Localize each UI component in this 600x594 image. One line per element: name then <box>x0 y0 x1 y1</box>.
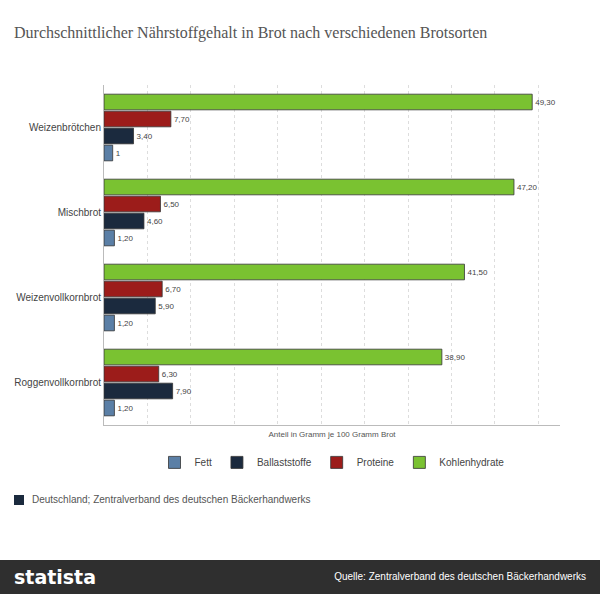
svg-text:Roggenvollkornbrot: Roggenvollkornbrot <box>14 377 101 388</box>
html-text:Quelle: Zentralverband des deu: Quelle: Zentralverband des deutschen Bäc… <box>334 571 586 582</box>
svg-text:4,60: 4,60 <box>147 217 163 226</box>
svg-text:Kohlenhydrate: Kohlenhydrate <box>439 457 504 468</box>
svg-text:1: 1 <box>116 149 121 158</box>
svg-text:Fett: Fett <box>195 457 212 468</box>
svg-text:Weizenbrötchen: Weizenbrötchen <box>29 122 101 133</box>
html-text:statista: statista <box>14 566 96 588</box>
svg-text:47,20: 47,20 <box>517 183 538 192</box>
html-text:Deutschland; Zentralverband de: Deutschland; Zentralverband des deutsche… <box>32 494 311 505</box>
svg-text:Proteine: Proteine <box>357 457 395 468</box>
svg-text:Weizenvollkornbrot: Weizenvollkornbrot <box>16 292 101 303</box>
svg-text:5,90: 5,90 <box>158 302 174 311</box>
svg-text:41,50: 41,50 <box>467 268 488 277</box>
svg-text:Mischbrot: Mischbrot <box>58 207 102 218</box>
svg-text:38,90: 38,90 <box>445 353 466 362</box>
svg-text:Ballaststoffe: Ballaststoffe <box>257 457 312 468</box>
svg-text:6,30: 6,30 <box>162 370 178 379</box>
svg-text:1,20: 1,20 <box>117 404 133 413</box>
svg-text:6,50: 6,50 <box>163 200 179 209</box>
svg-text:Anteil in Gramm je 100 Gramm B: Anteil in Gramm je 100 Gramm Brot <box>268 430 396 439</box>
svg-text:1,20: 1,20 <box>117 234 133 243</box>
svg-text:1,20: 1,20 <box>117 319 133 328</box>
svg-text:49,30: 49,30 <box>535 98 556 107</box>
svg-text:Durchschnittlicher Nährstoffge: Durchschnittlicher Nährstoffgehalt in Br… <box>14 24 487 42</box>
svg-text:6,70: 6,70 <box>165 285 181 294</box>
svg-text:7,70: 7,70 <box>174 115 190 124</box>
svg-text:7,90: 7,90 <box>176 387 192 396</box>
svg-text:3,40: 3,40 <box>137 132 153 141</box>
